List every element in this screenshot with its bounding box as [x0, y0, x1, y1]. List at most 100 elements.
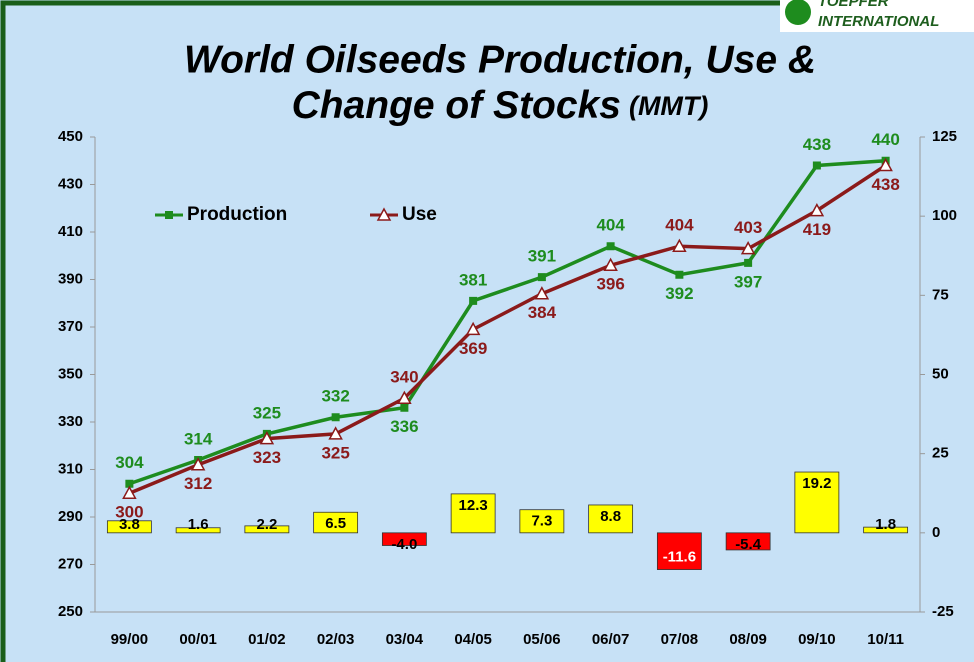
bar-label: 19.2 — [802, 475, 831, 492]
bar-label: 3.8 — [119, 516, 140, 533]
logo-text: INTERNATIONAL — [818, 13, 939, 30]
marker — [469, 296, 478, 305]
legend-marker — [376, 207, 392, 221]
bar-label: 12.3 — [459, 497, 488, 514]
bar — [381, 532, 427, 546]
data-label: 396 — [596, 275, 624, 294]
bar-label: 8.8 — [600, 508, 621, 525]
marker — [675, 270, 684, 279]
x-tick-label: 04/05 — [454, 631, 492, 648]
bar — [863, 526, 909, 534]
marker — [400, 403, 409, 412]
y2-tick-label: -25 — [932, 603, 954, 620]
marker — [465, 321, 481, 336]
y-tick-label: 430 — [58, 175, 83, 192]
y2-tick-label: 100 — [932, 207, 957, 224]
x-tick-label: 06/07 — [592, 631, 630, 648]
x-tick-label: 03/04 — [386, 631, 424, 648]
marker — [328, 426, 343, 440]
data-label: 392 — [665, 284, 693, 303]
logo-box — [780, 0, 974, 32]
x-tick-label: 00/01 — [179, 631, 217, 648]
marker — [122, 485, 137, 499]
bar-label: 2.2 — [256, 516, 277, 533]
y-tick-label: 290 — [58, 508, 83, 525]
data-label: 336 — [390, 417, 418, 436]
y-tick-label: 350 — [58, 365, 83, 382]
title-unit: (MMT) — [629, 91, 708, 121]
data-label: 314 — [184, 429, 213, 448]
y2-tick-label: 75 — [932, 286, 949, 303]
marker — [740, 241, 756, 255]
chart-title: Change of Stocks — [292, 84, 621, 127]
x-tick-label: 10/11 — [867, 631, 904, 648]
marker — [397, 390, 412, 404]
bar — [794, 471, 840, 534]
bar — [313, 511, 359, 534]
y-tick-label: 450 — [58, 128, 83, 145]
x-tick-label: 01/02 — [248, 631, 286, 648]
legend-marker — [165, 211, 173, 219]
data-label: 438 — [871, 175, 899, 194]
data-label: 403 — [734, 218, 762, 237]
marker — [744, 258, 753, 267]
marker — [606, 242, 615, 251]
data-label: 304 — [115, 453, 144, 472]
bar — [106, 520, 152, 534]
data-label: 323 — [253, 448, 281, 467]
bar — [656, 532, 702, 570]
y2-tick-label: 25 — [932, 445, 949, 462]
y-tick-label: 370 — [58, 318, 83, 335]
bar-label: -4.0 — [391, 536, 417, 553]
bar-label: 7.3 — [531, 513, 552, 530]
marker — [812, 161, 821, 170]
y2-tick-label: 0 — [932, 524, 940, 541]
x-tick-label: 09/10 — [798, 631, 836, 648]
bar — [175, 527, 221, 534]
legend-label: Use — [402, 204, 437, 225]
marker — [809, 203, 825, 217]
marker — [534, 286, 550, 300]
data-label: 384 — [528, 303, 557, 322]
chart-title: Change of Stocks (MMT) — [292, 84, 709, 127]
data-label: 391 — [528, 247, 556, 266]
data-label: 312 — [184, 474, 212, 493]
bar — [588, 504, 634, 534]
x-tick-label: 99/00 — [111, 631, 149, 648]
bar-label: 1.8 — [875, 516, 896, 533]
line — [128, 164, 887, 495]
data-label: 438 — [803, 135, 831, 154]
y-tick-label: 390 — [58, 270, 83, 287]
logo-text: TOEPFER — [818, 0, 889, 10]
data-label: 325 — [321, 443, 349, 462]
bar-label: -11.6 — [663, 549, 696, 566]
bar — [725, 532, 771, 551]
y-tick-label: 250 — [58, 603, 83, 620]
bar-label: -5.4 — [735, 536, 762, 553]
y-tick-label: 410 — [58, 223, 83, 240]
data-label: 440 — [871, 130, 899, 149]
x-tick-label: 05/06 — [523, 631, 561, 648]
marker — [331, 413, 340, 422]
data-label: 404 — [665, 216, 694, 235]
bar — [519, 509, 565, 534]
frame — [0, 0, 780, 662]
chart-title: World Oilseeds Production, Use & — [184, 38, 816, 81]
bar-label: 6.5 — [325, 515, 346, 532]
x-tick-label: 08/09 — [729, 631, 767, 648]
x-tick-label: 07/08 — [661, 631, 699, 648]
data-label: 300 — [115, 503, 143, 522]
bar-label: 1.6 — [188, 516, 209, 533]
data-label: 404 — [596, 216, 625, 235]
data-label: 340 — [390, 368, 418, 387]
y-tick-label: 330 — [58, 413, 83, 430]
bar — [244, 525, 290, 534]
y-tick-label: 270 — [58, 555, 83, 572]
data-label: 381 — [459, 270, 487, 289]
marker — [878, 157, 893, 172]
x-tick-label: 02/03 — [317, 631, 355, 648]
legend-label: Production — [187, 204, 287, 225]
data-label: 419 — [803, 220, 831, 239]
